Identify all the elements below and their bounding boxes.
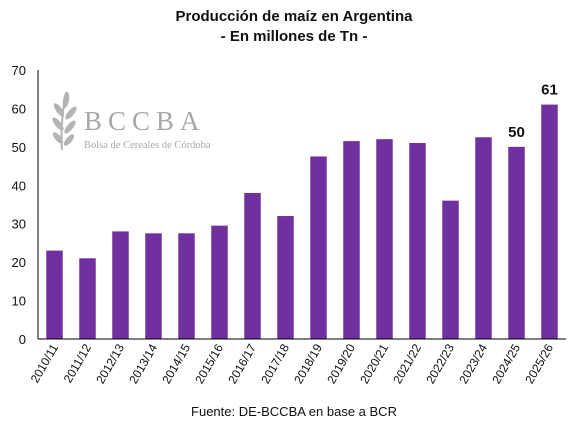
- bar: [541, 104, 558, 339]
- x-tick-label: 2013/14: [126, 341, 160, 386]
- x-tick-label: 2015/16: [192, 341, 226, 386]
- bar: [475, 137, 492, 339]
- bar: [376, 139, 393, 339]
- y-tick-label: 20: [12, 255, 26, 270]
- x-tick-label: 2010/11: [28, 341, 62, 385]
- x-tick-label: 2016/17: [225, 341, 259, 386]
- y-tick-label: 60: [12, 101, 26, 116]
- y-tick-label: 10: [12, 294, 26, 309]
- wheat-icon: [52, 91, 77, 151]
- bar: [442, 200, 459, 339]
- x-axis: 2010/11 2011/12 2012/13 2013/14 2014/15 2015/…: [28, 338, 566, 386]
- bar: [508, 146, 525, 339]
- bar: [211, 225, 228, 339]
- data-label: 61: [541, 82, 558, 99]
- x-tick-label: 2012/13: [93, 341, 127, 386]
- x-tick-label: 2021/22: [390, 341, 424, 386]
- bar: [79, 258, 96, 339]
- bar: [244, 192, 261, 339]
- y-axis: 0 10 20 30 40 50 60 70: [12, 63, 39, 347]
- bar: [409, 143, 426, 339]
- x-tick-label: 2018/19: [291, 341, 325, 386]
- x-tick-label: 2019/20: [324, 341, 358, 386]
- bar: [178, 233, 195, 339]
- x-tick-label: 2014/15: [159, 341, 193, 386]
- chart-source: Fuente: DE-BCCBA en base a BCR: [191, 404, 397, 419]
- bar: [310, 156, 327, 339]
- x-tick-label: 2017/18: [258, 341, 292, 386]
- bar: [277, 216, 294, 339]
- x-tick-label: 2024/25: [489, 341, 523, 386]
- y-tick-label: 0: [19, 332, 26, 347]
- chart-subtitle: - En millones de Tn -: [220, 28, 368, 45]
- bars: [46, 104, 558, 339]
- x-tick-label: 2023/24: [456, 341, 490, 386]
- y-tick-label: 50: [12, 140, 26, 155]
- x-tick-label: 2020/21: [357, 341, 391, 386]
- y-tick-label: 70: [12, 63, 26, 78]
- x-tick-label: 2022/23: [423, 341, 457, 386]
- chart-title: Producción de maíz en Argentina: [175, 8, 413, 25]
- y-tick-label: 40: [12, 178, 26, 193]
- data-label: 50: [508, 124, 525, 141]
- bar: [343, 141, 360, 339]
- watermark-name: Bolsa de Cereales de Córdoba: [84, 140, 211, 151]
- watermark-logo: BCCBA Bolsa de Cereales de Córdoba: [52, 91, 211, 151]
- watermark-letters: BCCBA: [84, 106, 206, 136]
- bar: [46, 250, 63, 339]
- bar: [112, 231, 129, 339]
- x-tick-label: 2025/26: [522, 341, 556, 386]
- x-tick-label: 2011/12: [61, 341, 95, 385]
- bar: [145, 233, 162, 339]
- data-labels: 50 61: [508, 82, 558, 141]
- y-tick-label: 30: [12, 217, 26, 232]
